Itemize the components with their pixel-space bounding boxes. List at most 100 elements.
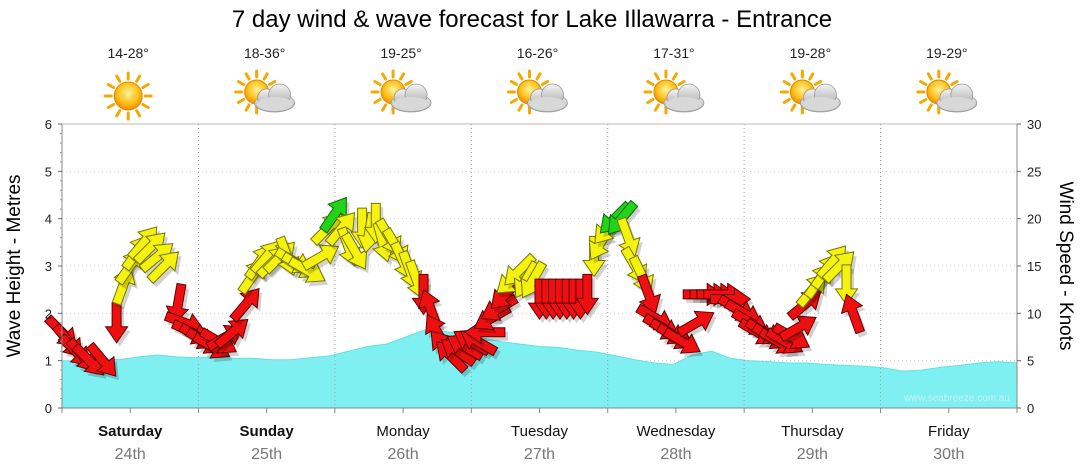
sun-ray (115, 74, 122, 83)
y-right-tick-label: 10 (1027, 306, 1041, 321)
sun-ray (262, 72, 269, 81)
sun-ray (141, 83, 150, 89)
credit-watermark: www.seabreeze.com.au (903, 393, 1010, 404)
wind-arrow (636, 273, 662, 315)
sun-ray (106, 83, 115, 89)
cloud-fill (938, 97, 975, 111)
sun-ray (782, 80, 791, 86)
sun-ray (926, 103, 933, 112)
day-name-label: Tuesday (511, 423, 568, 440)
y-left-tick-label: 6 (45, 117, 52, 132)
day-temperature: 19-28° (790, 45, 831, 61)
sun-ray (790, 72, 797, 81)
y-right-tick-label: 20 (1027, 212, 1041, 227)
sun-ray (517, 103, 524, 112)
day-name-label: Friday (928, 423, 970, 440)
cloud-fill (256, 97, 293, 111)
y-right-tick-label: 25 (1027, 164, 1041, 179)
sun-ray (517, 72, 524, 81)
sun-ray (135, 74, 142, 83)
sun-ray (404, 80, 413, 86)
wind-arrow (616, 216, 641, 258)
sun-ray (115, 109, 122, 118)
day-temperature: 16-26° (517, 45, 558, 61)
day-date-label: 26th (388, 446, 419, 463)
day-temperature: 19-29° (926, 45, 967, 61)
sun-ray (646, 98, 655, 104)
sun-ray (646, 80, 655, 86)
y-left-tick-label: 3 (45, 259, 52, 274)
cloud-fill (665, 97, 702, 111)
cloud-fill (393, 97, 430, 111)
wind-arrow (229, 287, 260, 323)
sun-ray (535, 72, 542, 81)
day-temperature: 19-25° (380, 45, 421, 61)
day-temperature: 14-28° (108, 45, 149, 61)
sun-ray (653, 72, 660, 81)
sun-ray (268, 80, 277, 86)
y-right-tick-label: 30 (1027, 117, 1041, 132)
sun-ray (790, 103, 797, 112)
sun-ray (813, 80, 823, 86)
day-name-label: Wednesday (636, 423, 715, 440)
wind-arrow (146, 251, 180, 285)
sun-ray (926, 72, 933, 81)
sun-ray (944, 72, 951, 81)
y-left-tick-label: 1 (45, 354, 52, 369)
sun-ray (950, 80, 959, 86)
axes: 0 1 2 3 4 5 6 0 5 10 15 20 25 30 (45, 117, 1042, 416)
sun-ray (782, 98, 791, 104)
wind-arrow (85, 341, 117, 377)
sun-ray (919, 80, 928, 86)
partly-cloudy-icon (370, 69, 432, 115)
day-temperature: 18-36° (244, 45, 285, 61)
wind-arrow (213, 318, 249, 350)
cloud-fill (529, 97, 566, 111)
wind-arrow (300, 244, 340, 272)
y-left-tick-label: 2 (45, 306, 52, 321)
day-name-label: Thursday (781, 423, 844, 440)
wind-arrow (662, 327, 701, 354)
partly-cloudy-icon (507, 69, 568, 115)
day-date-label: 29th (797, 446, 828, 463)
y-right-tick-label: 0 (1027, 401, 1034, 416)
sun-ray (373, 80, 382, 86)
y-axis-right-label: Wind Speed - Knots (1055, 182, 1076, 351)
sun-ray (671, 72, 678, 81)
wind-arrow (676, 310, 715, 338)
day-temperature: 17-31° (653, 45, 694, 61)
day-name-label: Saturday (98, 423, 163, 440)
day-labels: Saturday 24th Sunday 25th Monday 26th Tuesday 2… (98, 423, 970, 463)
day-date-label: 27th (524, 446, 555, 463)
sun-ray (236, 98, 246, 104)
wind-arrows-layer (43, 196, 868, 381)
sun-ray (141, 103, 150, 109)
sun-ray (919, 98, 928, 104)
sun-ray (677, 80, 686, 86)
sun-ray (244, 103, 251, 112)
day-date-label: 24th (115, 446, 146, 463)
sunny-icon (103, 71, 153, 121)
sun-ray (244, 72, 251, 81)
sun-ray (373, 98, 382, 104)
y-right-tick-label: 5 (1027, 354, 1034, 369)
day-name-label: Monday (376, 423, 430, 440)
day-name-label: Sunday (240, 423, 295, 440)
chart-title: 7 day wind & wave forecast for Lake Illa… (232, 6, 832, 33)
sun-ray (540, 80, 550, 86)
sun-ray (106, 103, 115, 109)
y-left-tick-label: 4 (45, 212, 52, 227)
sun-ray (236, 80, 246, 86)
sun-disc (113, 81, 143, 111)
sun-ray (399, 72, 406, 81)
wind-arrow (840, 293, 866, 335)
sun-ray (135, 109, 142, 118)
day-date-label: 30th (933, 446, 964, 463)
y-axis-left-label: Wave Height - Metres (4, 174, 25, 357)
sun-ray (509, 80, 519, 86)
daily-weather: 14-28° 18-36° 19-25° 16-26° 17-31° 19-28° 19-2… (103, 45, 978, 121)
sun-ray (381, 103, 388, 112)
y-right-tick-label: 15 (1027, 259, 1041, 274)
partly-cloudy-icon (779, 69, 841, 115)
